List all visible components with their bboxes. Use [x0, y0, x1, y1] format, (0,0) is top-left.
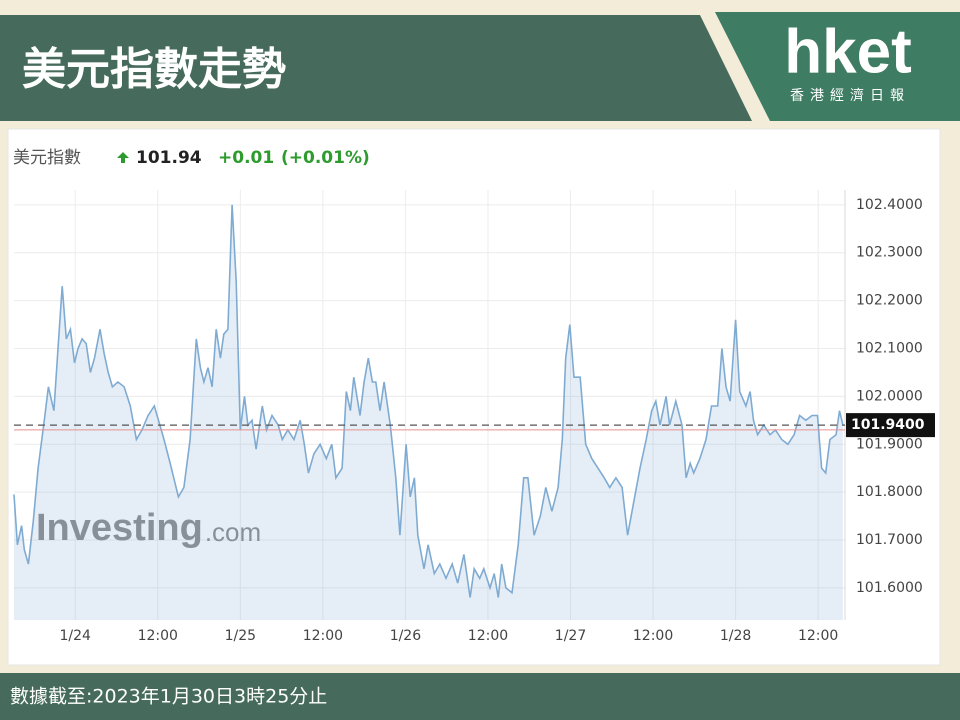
y-tick-label: 102.3000: [856, 245, 923, 261]
y-tick-label: 101.8000: [856, 484, 923, 500]
x-tick-label: 12:00: [138, 628, 178, 644]
x-tick-label: 12:00: [633, 628, 673, 644]
x-tick-label: 1/28: [720, 628, 751, 644]
y-tick-label: 102.1000: [856, 340, 923, 356]
up-arrow: [117, 152, 129, 163]
watermark-suffix: .com: [205, 517, 261, 547]
y-tick-label: 101.6000: [856, 580, 923, 596]
change-percent: (+0.01%): [281, 148, 370, 168]
footer-band: [0, 673, 960, 720]
y-tick-label: 102.2000: [856, 293, 923, 309]
x-tick-label: 1/25: [225, 628, 256, 644]
logo-band: [715, 12, 960, 121]
logo-subtitle: 香港經濟日報: [790, 88, 910, 104]
page-title: 美元指數走勢: [22, 44, 286, 95]
logo: hket: [784, 17, 911, 86]
change: +0.01: [218, 148, 274, 168]
footer-note: 數據截至:2023年1月30日3時25分止: [10, 686, 327, 708]
x-tick-label: 12:00: [303, 628, 343, 644]
y-tick-label: 102.0000: [856, 388, 923, 404]
x-tick-label: 12:00: [468, 628, 508, 644]
x-tick-label: 1/26: [390, 628, 422, 644]
instrument-name: 美元指數: [13, 148, 81, 168]
last-value-box: [846, 413, 935, 438]
y-tick-label: 101.7000: [856, 532, 923, 548]
watermark: Investing: [36, 507, 203, 549]
x-tick-label: 1/27: [555, 628, 586, 644]
y-tick-label: 102.4000: [856, 197, 923, 213]
last-value-label: 101.9400: [851, 417, 925, 433]
y-tick-label: 101.9000: [856, 436, 923, 452]
x-tick-label: 1/24: [59, 628, 91, 644]
plot: 101.6000 101.7000 101.8000 101.9000 102.0000…: [13, 190, 935, 644]
title-band: [0, 15, 752, 121]
price-line: [13, 204, 844, 598]
x-tick-label: 12:00: [798, 628, 838, 644]
price: 101.94: [136, 148, 202, 168]
area-fill: [14, 204, 843, 621]
